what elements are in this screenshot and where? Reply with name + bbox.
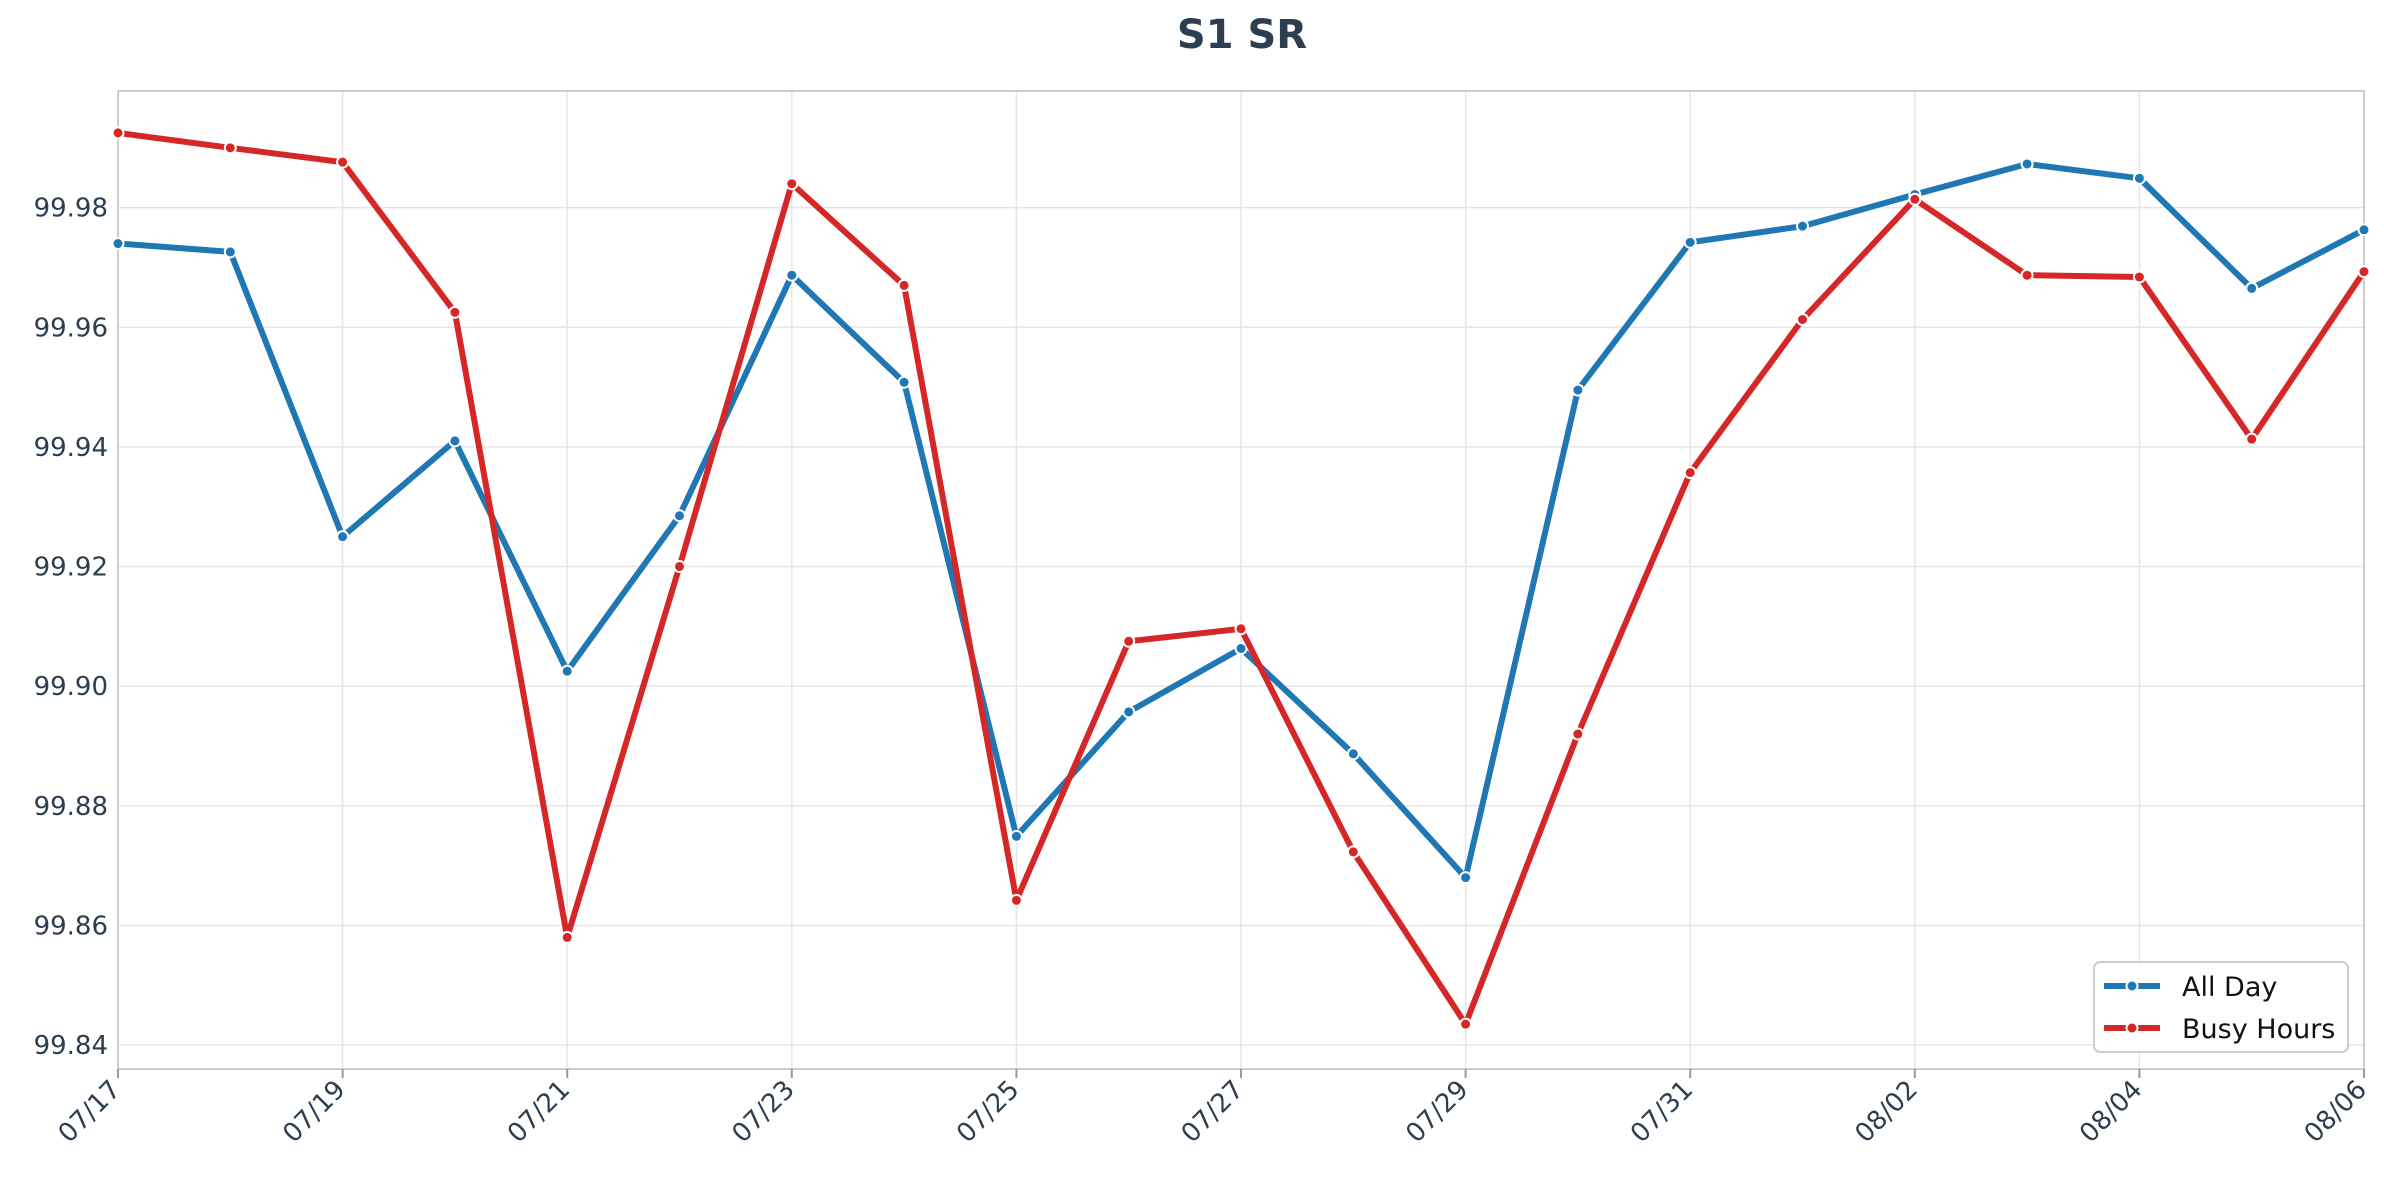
data-point xyxy=(560,664,574,678)
data-point xyxy=(785,268,799,282)
legend-marker xyxy=(2125,979,2139,993)
data-point xyxy=(1459,1017,1473,1031)
legend-item: All Day xyxy=(2104,972,2277,1003)
x-tick-label: 08/06 xyxy=(2299,1075,2373,1149)
y-tick-label: 99.96 xyxy=(34,313,108,343)
data-point xyxy=(673,509,686,523)
legend-label: All Day xyxy=(2182,972,2277,1003)
data-point xyxy=(1009,829,1023,843)
data-point xyxy=(1908,192,1922,206)
y-tick-label: 99.88 xyxy=(34,792,108,822)
data-point xyxy=(1796,219,1809,233)
data-point xyxy=(448,305,462,319)
x-tick-label: 07/23 xyxy=(727,1075,801,1149)
data-point xyxy=(1796,312,1809,326)
data-point xyxy=(1122,634,1136,648)
data-point xyxy=(2132,270,2146,284)
data-point xyxy=(2020,157,2034,171)
x-tick-label: 08/04 xyxy=(2074,1075,2148,1149)
data-point xyxy=(1346,747,1360,761)
y-tick-label: 99.98 xyxy=(34,194,108,224)
data-point xyxy=(1683,235,1697,249)
data-point xyxy=(1683,466,1697,480)
x-tick-label: 07/27 xyxy=(1176,1075,1250,1149)
x-tick-label: 07/21 xyxy=(502,1075,576,1149)
x-axis-ticks: 07/17 07/19 07/21 07/23 07/25 07/27 07/29 07/31… xyxy=(53,1069,2373,1149)
data-point xyxy=(336,155,350,169)
x-tick-label: 07/17 xyxy=(53,1075,127,1149)
data-point xyxy=(1571,727,1585,741)
legend: All Day Busy Hours xyxy=(2093,961,2349,1053)
legend-label: Busy Hours xyxy=(2182,1014,2335,1045)
data-point xyxy=(336,530,350,544)
data-point xyxy=(897,278,911,292)
data-point xyxy=(448,434,462,448)
x-tick-label: 08/02 xyxy=(1850,1075,1924,1149)
y-tick-label: 99.94 xyxy=(34,433,108,463)
x-tick-label: 07/19 xyxy=(277,1075,351,1149)
data-point xyxy=(1009,893,1023,907)
data-point xyxy=(1571,383,1585,397)
y-tick-label: 99.92 xyxy=(34,553,108,583)
data-point xyxy=(2245,432,2259,446)
data-point xyxy=(2357,223,2371,237)
x-tick-label: 07/31 xyxy=(1625,1075,1699,1149)
data-point xyxy=(111,126,125,140)
data-point xyxy=(1459,871,1473,885)
data-point xyxy=(1122,705,1136,719)
data-point xyxy=(111,237,125,251)
y-tick-label: 99.84 xyxy=(34,1031,108,1061)
x-tick-label: 07/29 xyxy=(1400,1075,1474,1149)
data-point xyxy=(560,930,574,944)
data-point xyxy=(785,177,799,191)
data-point xyxy=(1234,622,1248,636)
legend-marker xyxy=(2125,1021,2139,1035)
series-busy-hours xyxy=(111,126,2371,1031)
y-axis-ticks: 99.84 99.86 99.88 99.90 99.92 99.94 99.96 99.98 xyxy=(34,194,108,1061)
data-point xyxy=(1346,845,1360,859)
y-tick-label: 99.90 xyxy=(34,672,108,702)
chart-title: S1 SR xyxy=(1177,12,1307,58)
data-point xyxy=(673,560,686,574)
data-point xyxy=(2357,265,2371,279)
y-tick-label: 99.86 xyxy=(34,911,108,941)
data-point xyxy=(223,245,237,259)
grid-lines xyxy=(117,91,2365,1069)
data-point xyxy=(2245,281,2259,295)
data-point xyxy=(2132,171,2146,185)
legend-item: Busy Hours xyxy=(2104,1014,2335,1045)
x-tick-label: 07/25 xyxy=(951,1075,1025,1149)
data-point xyxy=(1234,641,1248,655)
data-point xyxy=(897,375,911,389)
series-lines xyxy=(111,126,2371,1031)
data-point xyxy=(2020,268,2034,282)
data-point xyxy=(223,141,237,155)
